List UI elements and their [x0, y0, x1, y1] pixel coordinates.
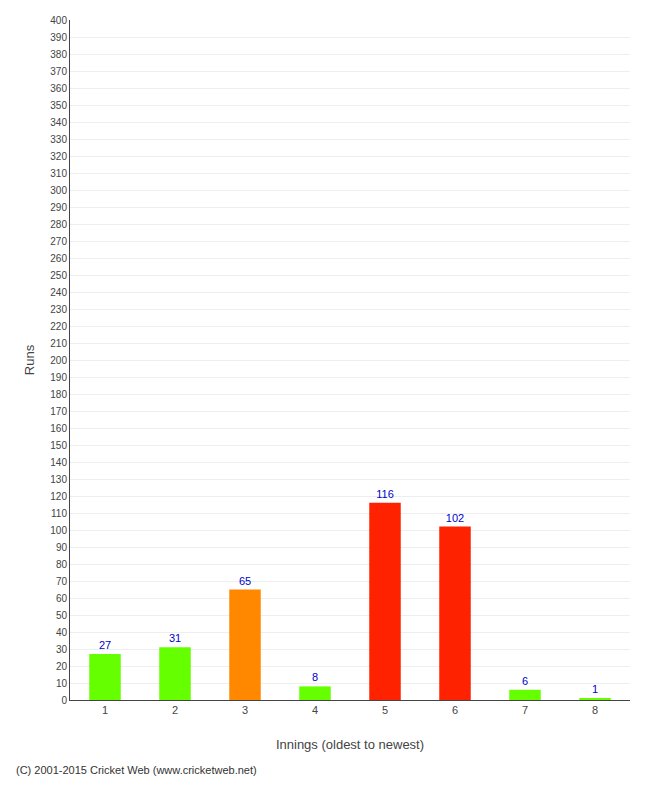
svg-text:90: 90	[56, 542, 68, 553]
svg-text:80: 80	[56, 559, 68, 570]
svg-text:240: 240	[50, 287, 67, 298]
svg-text:280: 280	[50, 219, 67, 230]
svg-text:1: 1	[592, 683, 598, 695]
svg-text:290: 290	[50, 202, 67, 213]
svg-text:10: 10	[56, 678, 68, 689]
svg-text:350: 350	[50, 100, 67, 111]
svg-text:120: 120	[50, 491, 67, 502]
svg-text:220: 220	[50, 321, 67, 332]
svg-text:100: 100	[50, 525, 67, 536]
svg-text:4: 4	[312, 704, 318, 716]
svg-text:102: 102	[446, 512, 464, 524]
svg-text:300: 300	[50, 185, 67, 196]
svg-text:65: 65	[239, 575, 251, 587]
svg-text:380: 380	[50, 49, 67, 60]
svg-text:180: 180	[50, 389, 67, 400]
svg-text:3: 3	[242, 704, 248, 716]
svg-text:160: 160	[50, 423, 67, 434]
svg-text:140: 140	[50, 457, 67, 468]
svg-text:30: 30	[56, 644, 68, 655]
svg-text:270: 270	[50, 236, 67, 247]
svg-text:170: 170	[50, 406, 67, 417]
svg-text:40: 40	[56, 627, 68, 638]
svg-text:230: 230	[50, 304, 67, 315]
svg-text:7: 7	[522, 704, 528, 716]
svg-text:5: 5	[382, 704, 388, 716]
svg-text:200: 200	[50, 355, 67, 366]
svg-text:6: 6	[522, 675, 528, 687]
svg-text:400: 400	[50, 15, 67, 26]
svg-text:8: 8	[592, 704, 598, 716]
svg-text:390: 390	[50, 32, 67, 43]
svg-text:8: 8	[312, 671, 318, 683]
svg-text:Innings (oldest to newest): Innings (oldest to newest)	[276, 737, 424, 752]
svg-text:320: 320	[50, 151, 67, 162]
svg-text:20: 20	[56, 661, 68, 672]
svg-text:1: 1	[102, 704, 108, 716]
svg-text:340: 340	[50, 117, 67, 128]
svg-text:6: 6	[452, 704, 458, 716]
svg-text:210: 210	[50, 338, 67, 349]
svg-text:370: 370	[50, 66, 67, 77]
svg-text:360: 360	[50, 83, 67, 94]
svg-text:70: 70	[56, 576, 68, 587]
svg-text:2: 2	[172, 704, 178, 716]
svg-text:27: 27	[99, 639, 111, 651]
svg-text:250: 250	[50, 270, 67, 281]
svg-text:Runs: Runs	[22, 344, 37, 375]
svg-text:31: 31	[169, 632, 181, 644]
svg-text:(C) 2001-2015 Cricket Web (www: (C) 2001-2015 Cricket Web (www.cricketwe…	[16, 764, 257, 776]
svg-text:50: 50	[56, 610, 68, 621]
svg-text:310: 310	[50, 168, 67, 179]
svg-text:110: 110	[51, 508, 67, 519]
svg-text:130: 130	[50, 474, 67, 485]
svg-text:190: 190	[50, 372, 67, 383]
svg-text:116: 116	[376, 488, 394, 500]
svg-text:150: 150	[50, 440, 67, 451]
svg-text:260: 260	[50, 253, 67, 264]
svg-text:330: 330	[50, 134, 67, 145]
svg-text:60: 60	[56, 593, 68, 604]
svg-text:0: 0	[61, 695, 67, 706]
